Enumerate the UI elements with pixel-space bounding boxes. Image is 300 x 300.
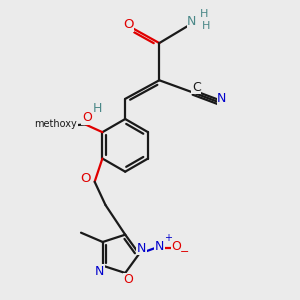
Text: N: N [136, 242, 146, 255]
Text: C: C [192, 81, 201, 94]
Text: O: O [80, 172, 91, 185]
Text: N: N [154, 240, 164, 253]
Text: H: H [93, 102, 102, 115]
Text: O: O [123, 18, 134, 31]
Text: O: O [171, 240, 181, 253]
Text: H: H [200, 9, 208, 19]
Text: N: N [187, 15, 196, 28]
Text: N: N [217, 92, 226, 105]
Text: O: O [123, 273, 133, 286]
Text: −: − [180, 247, 190, 257]
Text: O: O [82, 111, 92, 124]
Text: N: N [95, 265, 104, 278]
Text: H: H [202, 21, 210, 31]
Text: methoxy: methoxy [34, 119, 77, 129]
Text: +: + [164, 233, 172, 243]
